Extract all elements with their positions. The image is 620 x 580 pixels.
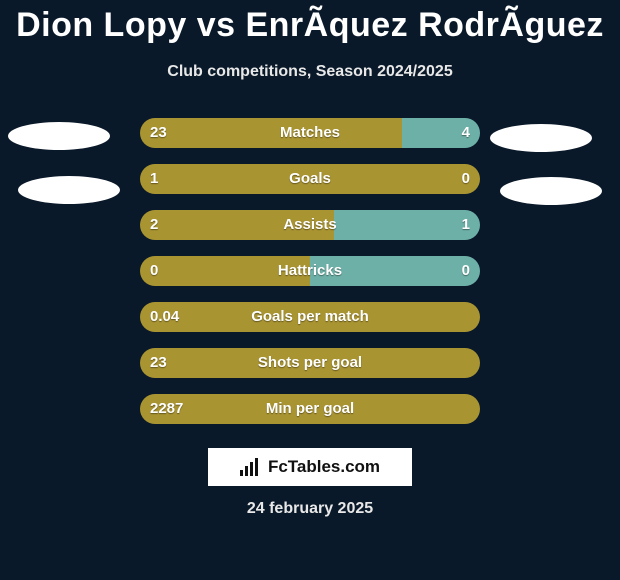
stat-bar: Min per goal xyxy=(140,394,480,424)
fctables-label: FcTables.com xyxy=(268,457,380,477)
stat-bar-fill xyxy=(140,394,480,424)
stat-bar-left xyxy=(140,164,480,194)
stat-bar: Matches xyxy=(140,118,480,148)
stats-chart: Matches234Goals10Assists21Hattricks00Goa… xyxy=(0,118,620,440)
stat-bar-left xyxy=(140,118,402,148)
date-label: 24 february 2025 xyxy=(0,500,620,518)
stat-row: Goals per match0.04 xyxy=(0,302,620,332)
stat-bar-fill xyxy=(140,302,480,332)
stat-bar: Assists xyxy=(140,210,480,240)
stat-bar: Goals xyxy=(140,164,480,194)
subtitle: Club competitions, Season 2024/2025 xyxy=(0,63,620,81)
player-photo-placeholder xyxy=(500,177,602,205)
player-photo-placeholder xyxy=(8,122,110,150)
stat-bar-right xyxy=(310,256,480,286)
stat-row: Hattricks00 xyxy=(0,256,620,286)
stat-bar-fill xyxy=(140,348,480,378)
stat-row: Min per goal2287 xyxy=(0,394,620,424)
fctables-badge[interactable]: FcTables.com xyxy=(206,446,414,488)
stat-row: Shots per goal23 xyxy=(0,348,620,378)
stat-bar: Goals per match xyxy=(140,302,480,332)
page-title: Dion Lopy vs EnrÃ­quez RodrÃ­guez xyxy=(0,0,620,45)
stat-bar-right xyxy=(402,118,480,148)
player-photo-placeholder xyxy=(490,124,592,152)
stat-bar-left xyxy=(140,210,334,240)
player-photo-placeholder xyxy=(18,176,120,204)
stat-bar-right xyxy=(334,210,480,240)
stat-bar: Hattricks xyxy=(140,256,480,286)
stat-bar: Shots per goal xyxy=(140,348,480,378)
stat-bar-left xyxy=(140,256,310,286)
bar-chart-icon xyxy=(240,458,262,476)
stat-row: Assists21 xyxy=(0,210,620,240)
